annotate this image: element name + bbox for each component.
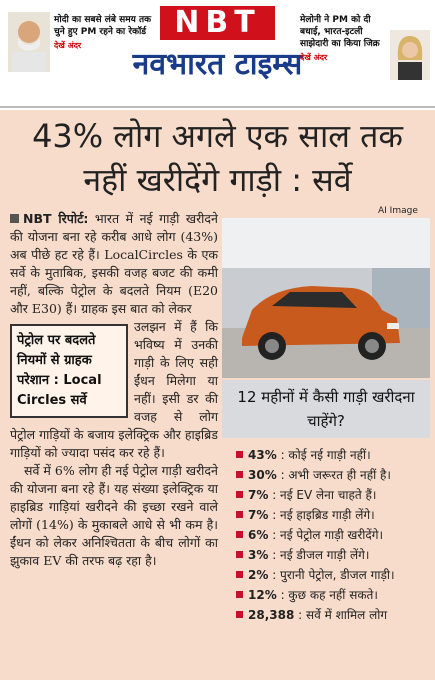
paragraph: सर्वे में 6% लोग ही नई पेट्रोल गाड़ी खरी… (10, 463, 218, 568)
left-teaser: मोदी का सबसे लंबे समय तक चुने हुए PM रहन… (54, 15, 152, 50)
masthead-header: मोदी का सबसे लंबे समय तक चुने हुए PM रहन… (0, 0, 435, 108)
lead: NBT रिपोर्ट: (10, 211, 88, 226)
item-text: : नई पेट्रोल गाड़ी खरीदेंगे। (272, 528, 384, 542)
item-text: : कोई नई गाड़ी नहीं। (280, 448, 371, 462)
right-teaser: मेलोनी ने PM को दी बधाई, भारत-इटली साझेद… (300, 15, 380, 62)
paragraph: उलझन में हैं कि भविष्य में उनकी गाड़ी के… (10, 319, 218, 460)
brand-logo: NBT (160, 6, 275, 40)
portrait (8, 12, 50, 72)
item-text: : सर्वे में शामिल लोग (298, 608, 388, 622)
headline: 43% लोग अगले एक साल तक नहीं खरीदेंगे गाड… (32, 117, 403, 199)
portrait (390, 30, 430, 80)
item-value: 7% (248, 488, 269, 502)
infobox-item: 3% : नई डीजल गाड़ी लेंगे। (236, 545, 431, 565)
item-value: 7% (248, 508, 269, 522)
infobox-item: 7% : नई EV लेना चाहते हैं। (236, 485, 431, 505)
item-text: : नई डीजल गाड़ी लेंगे। (272, 548, 370, 562)
infobox-list: 43% : कोई नई गाड़ी नहीं। 30% : अभी जरूरत … (236, 445, 431, 625)
item-value: 3% (248, 548, 269, 562)
infobox-item: 6% : नई पेट्रोल गाड़ी खरीदेंगे। (236, 525, 431, 545)
article: 43% लोग अगले एक साल तक नहीं खरीदेंगे गाड… (0, 110, 435, 680)
item-value: 30% (248, 468, 277, 482)
infobox-item: 43% : कोई नई गाड़ी नहीं। (236, 445, 431, 465)
item-value: 43% (248, 448, 277, 462)
infobox-item: 7% : नई हाइब्रिड गाड़ी लेंगे। (236, 505, 431, 525)
item-text: : पुरानी पेट्रोल, डीजल गाड़ी। (272, 568, 395, 582)
masthead-title: नवभारत टाइम्स (132, 47, 303, 82)
pullquote: पेट्रोल पर बदलते नियमों से ग्राहक परेशान… (10, 324, 128, 418)
item-text: : नई हाइब्रिड गाड़ी लेंगे। (272, 508, 375, 522)
paragraph: भारत में नई गाड़ी खरीदने की योजना बना रह… (10, 211, 218, 316)
item-text: : कुछ कह नहीं सकते। (280, 588, 378, 602)
item-value: 28,388 (248, 608, 295, 622)
image-credit: AI Image (378, 206, 418, 216)
infobox-item: 12% : कुछ कह नहीं सकते। (236, 585, 431, 605)
infobox-item: 30% : अभी जरूरत ही नहीं है। (236, 465, 431, 485)
item-value: 12% (248, 588, 277, 602)
infobox-item: 2% : पुरानी पेट्रोल, डीजल गाड़ी। (236, 565, 431, 585)
infobox-title: 12 महीनों में कैसी गाड़ी खरीदना चाहेंगे? (222, 380, 430, 438)
item-text: : नई EV लेना चाहते हैं। (272, 488, 377, 502)
infobox-item: 28,388 : सर्वे में शामिल लोग (236, 605, 431, 625)
item-value: 2% (248, 568, 269, 582)
item-value: 6% (248, 528, 269, 542)
item-text: : अभी जरूरत ही नहीं है। (280, 468, 391, 482)
car-photo (222, 218, 430, 378)
article-body: NBT रिपोर्ट: भारत में नई गाड़ी खरीदने की… (10, 210, 218, 570)
